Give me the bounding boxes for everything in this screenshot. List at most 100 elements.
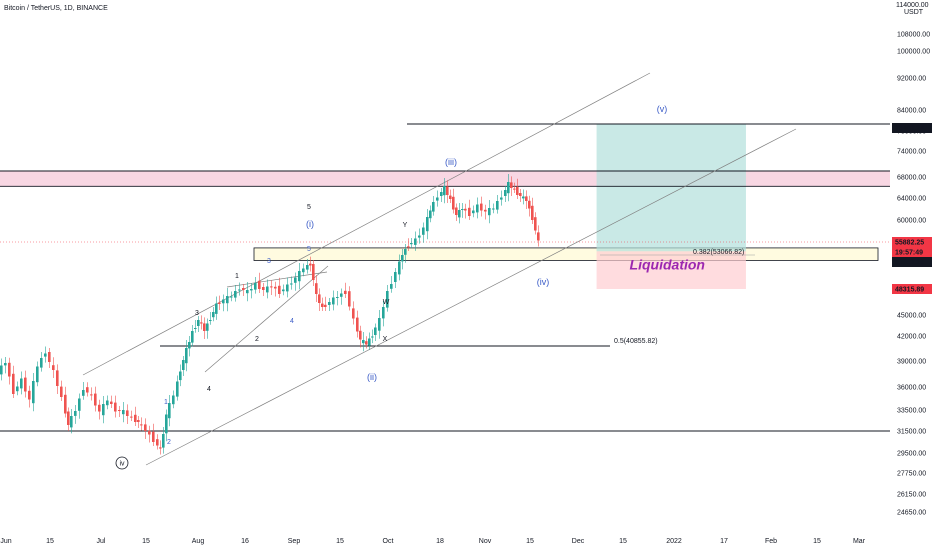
candle-body — [238, 289, 241, 291]
candle-body — [513, 188, 516, 190]
candle-body — [306, 265, 309, 270]
candle-body — [332, 297, 335, 305]
time-tick-label: 16 — [241, 538, 249, 545]
candle-body — [422, 227, 425, 235]
candle-body — [114, 402, 117, 412]
price-tick-label: 29500.00 — [897, 451, 926, 458]
candle-body — [414, 238, 417, 245]
wave-label: 4 — [290, 318, 294, 325]
candle-body — [290, 283, 293, 285]
wave-label: 3 — [195, 310, 199, 317]
candle-body — [156, 439, 159, 446]
price-tick-label: 27750.00 — [897, 471, 926, 478]
candle-body — [148, 430, 151, 435]
candle-body — [203, 323, 206, 331]
candle-body — [426, 217, 429, 232]
price-tick-label: 33500.00 — [897, 408, 926, 415]
channel-line — [82, 72, 651, 376]
candle-body — [179, 371, 182, 381]
level-label: 0.5(40855.82) — [614, 338, 658, 345]
candle-body — [176, 381, 179, 397]
candle-body — [52, 365, 55, 370]
candle-body — [368, 338, 371, 346]
candle-body — [258, 280, 261, 289]
candle-body — [312, 264, 315, 280]
candle-body — [122, 410, 125, 415]
candle-body — [378, 318, 381, 331]
candle-body — [340, 293, 343, 297]
time-tick-label: Jun — [0, 538, 11, 545]
candle-body — [254, 283, 257, 290]
candle-body — [24, 377, 27, 392]
candle-body — [60, 386, 63, 397]
candle-body — [324, 304, 327, 307]
candle-body — [215, 303, 218, 314]
candle-body — [234, 291, 237, 298]
price-tick-label: 92000.00 — [897, 76, 926, 83]
price-tick-label: 24650.00 — [897, 510, 926, 517]
time-tick-label: 18 — [436, 538, 444, 545]
candle-body — [443, 186, 446, 196]
price-tag-label: 19:57:49 — [895, 250, 923, 257]
candle-body — [429, 210, 432, 219]
time-tick-label: Nov — [479, 538, 492, 545]
wave-label: 5 — [307, 246, 311, 253]
candle-body — [140, 424, 143, 426]
candle-body — [398, 261, 401, 275]
position-stop-zone — [596, 251, 746, 289]
wave-circle — [115, 456, 129, 470]
candle-body — [344, 290, 347, 294]
wave-label: (ii) — [367, 372, 377, 382]
price-tag-label: 55882.25 — [895, 240, 924, 247]
price-tick-label: 45000.00 — [897, 313, 926, 320]
candle-body — [218, 302, 221, 304]
candle-body — [418, 235, 421, 238]
candle-body — [90, 394, 93, 396]
candle-body — [206, 323, 209, 331]
wave-label: W — [383, 299, 390, 306]
candle-body — [266, 286, 269, 293]
candle-body — [328, 302, 331, 305]
candle-body — [336, 297, 339, 298]
time-tick-label: 15 — [813, 538, 821, 545]
candle-body — [20, 378, 23, 389]
candle-body — [159, 447, 162, 449]
candle-body — [386, 291, 389, 308]
time-tick-label: Mar — [853, 538, 866, 545]
candle-body — [315, 283, 318, 294]
candle-body — [126, 410, 129, 416]
price-tick-label: 36000.00 — [897, 385, 926, 392]
candle-body — [531, 205, 534, 220]
candle-body — [144, 424, 147, 431]
candle-body — [488, 208, 491, 216]
candle-body — [500, 197, 503, 200]
candle-body — [32, 381, 35, 404]
price-tag-label: 48315.89 — [895, 287, 924, 294]
candle-body — [209, 320, 212, 321]
candle-body — [282, 289, 285, 292]
time-tick-label: Aug — [192, 538, 205, 545]
candle-body — [401, 255, 404, 262]
candle-body — [294, 277, 297, 283]
candle-body — [78, 398, 81, 411]
candle-body — [440, 192, 443, 196]
price-tick-label: 64000.00 — [897, 196, 926, 203]
candle-body — [452, 196, 455, 210]
wave-label: 1 — [164, 399, 168, 406]
liquidation-label: Liquidation — [630, 256, 705, 272]
wave-label: (i) — [306, 219, 314, 229]
candle-body — [390, 284, 393, 289]
price-tick-label: 74000.00 — [897, 149, 926, 156]
candle-body — [270, 286, 273, 288]
candle-body — [522, 196, 525, 199]
candle-body — [12, 373, 15, 394]
candle-body — [362, 340, 365, 344]
candle-body — [458, 210, 461, 218]
candle-body — [28, 390, 31, 400]
time-tick-label: Oct — [383, 538, 394, 545]
candle-body — [449, 195, 452, 199]
price-axis-top: 114000.00 — [896, 2, 929, 9]
candle-body — [278, 285, 281, 294]
candle-body — [242, 288, 245, 290]
